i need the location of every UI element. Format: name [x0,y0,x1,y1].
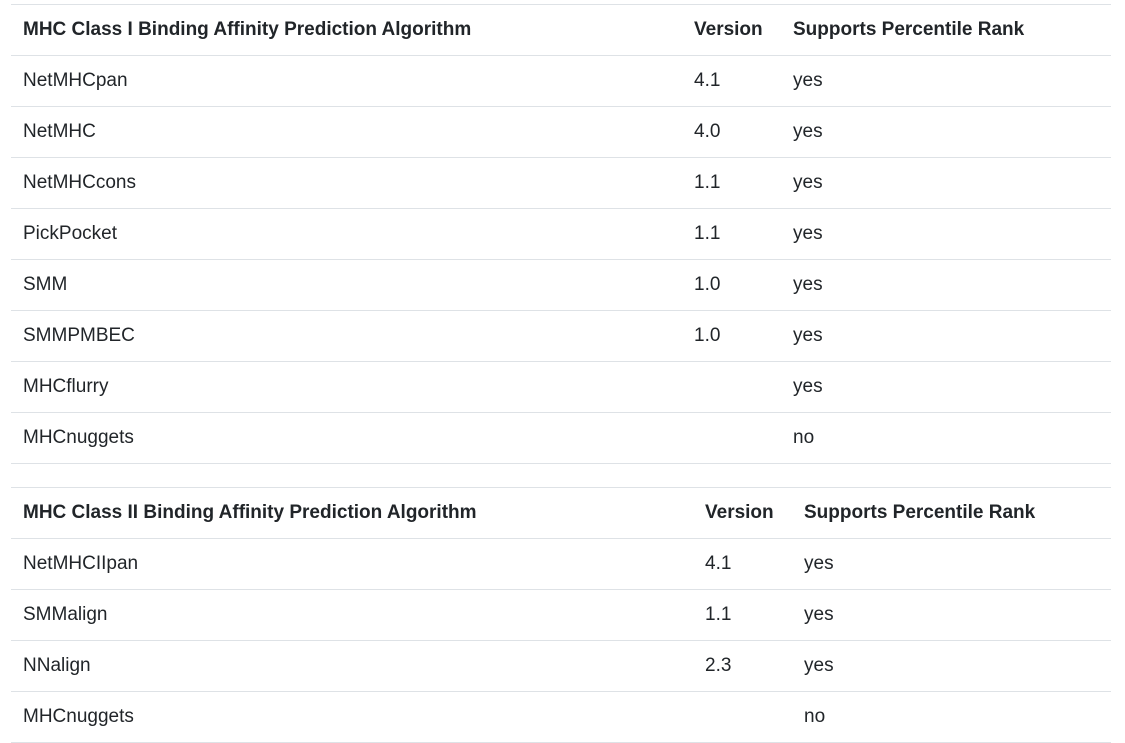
version-cell [682,412,781,464]
column-header-version: Version [693,487,792,539]
percentile-rank-cell: yes [792,640,1111,692]
algorithm-name-cell: MHCnuggets [11,412,682,464]
version-cell [693,691,792,743]
table-header-row: MHC Class I Binding Affinity Prediction … [11,4,1111,56]
mhc-class-2-table: MHC Class II Binding Affinity Prediction… [11,487,1111,743]
version-cell: 1.1 [693,589,792,641]
table-header-row: MHC Class II Binding Affinity Prediction… [11,487,1111,539]
algorithm-name-cell: NetMHC [11,106,682,158]
percentile-rank-cell: yes [781,208,1111,260]
algorithm-name-cell: NNalign [11,640,693,692]
percentile-rank-cell: yes [781,259,1111,311]
algorithm-name-cell: SMMalign [11,589,693,641]
version-cell: 1.0 [682,259,781,311]
version-cell: 1.1 [682,157,781,209]
percentile-rank-cell: no [792,691,1111,743]
version-cell [682,361,781,413]
column-header-version: Version [682,4,781,56]
version-cell: 4.1 [693,538,792,590]
table-row: NetMHC 4.0 yes [11,106,1111,158]
percentile-rank-cell: yes [781,157,1111,209]
algorithm-name-cell: PickPocket [11,208,682,260]
algorithm-name-cell: NetMHCpan [11,55,682,107]
algorithm-name-cell: SMMPMBEC [11,310,682,362]
percentile-rank-cell: yes [781,55,1111,107]
percentile-rank-cell: yes [781,361,1111,413]
column-header-percentile-rank: Supports Percentile Rank [781,4,1111,56]
algorithm-name-cell: NetMHCcons [11,157,682,209]
column-header-algorithm: MHC Class I Binding Affinity Prediction … [11,4,682,56]
table-row: NNalign 2.3 yes [11,640,1111,692]
algorithm-name-cell: SMM [11,259,682,311]
algorithm-name-cell: NetMHCIIpan [11,538,693,590]
column-header-algorithm: MHC Class II Binding Affinity Prediction… [11,487,693,539]
percentile-rank-cell: yes [792,589,1111,641]
table-row: SMMalign 1.1 yes [11,589,1111,641]
table-row: SMMPMBEC 1.0 yes [11,310,1111,362]
table-row: SMM 1.0 yes [11,259,1111,311]
version-cell: 2.3 [693,640,792,692]
percentile-rank-cell: no [781,412,1111,464]
percentile-rank-cell: yes [781,310,1111,362]
version-cell: 4.0 [682,106,781,158]
algorithm-name-cell: MHCflurry [11,361,682,413]
table-row: NetMHCpan 4.1 yes [11,55,1111,107]
mhc-class-1-table: MHC Class I Binding Affinity Prediction … [11,4,1111,464]
column-header-percentile-rank: Supports Percentile Rank [792,487,1111,539]
algorithm-name-cell: MHCnuggets [11,691,693,743]
table-row: PickPocket 1.1 yes [11,208,1111,260]
version-cell: 1.0 [682,310,781,362]
table-row: NetMHCIIpan 4.1 yes [11,538,1111,590]
table-row: NetMHCcons 1.1 yes [11,157,1111,209]
version-cell: 4.1 [682,55,781,107]
percentile-rank-cell: yes [781,106,1111,158]
version-cell: 1.1 [682,208,781,260]
percentile-rank-cell: yes [792,538,1111,590]
table-row: MHCnuggets no [11,412,1111,464]
table-row: MHCflurry yes [11,361,1111,413]
table-row: MHCnuggets no [11,691,1111,743]
